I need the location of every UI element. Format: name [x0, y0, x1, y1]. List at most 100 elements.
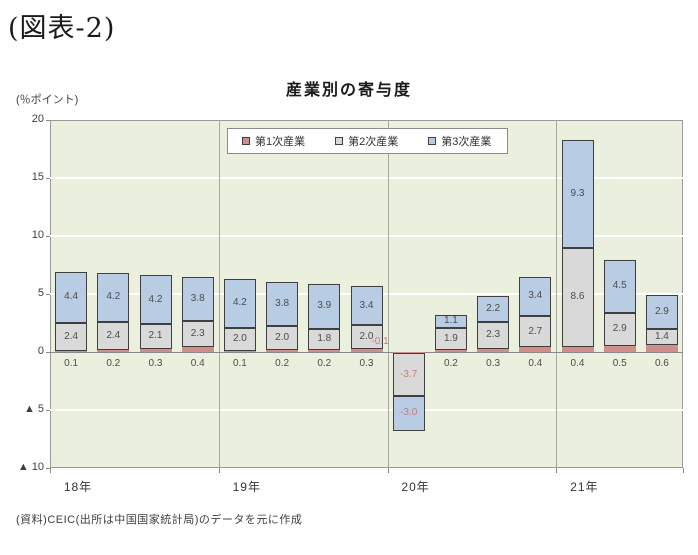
bar-segment-secondary [434, 327, 467, 350]
gridline [50, 177, 683, 179]
bar-segment-primary [223, 350, 256, 352]
bar-value-label: 2.7 [528, 325, 543, 337]
legend-swatch-icon [242, 137, 250, 145]
bar-value-label: 3.9 [317, 300, 332, 312]
legend-item-1: 第1次産業 [242, 133, 305, 149]
bar-segment-tertiary [308, 283, 341, 329]
bar-value-label: -3.7 [400, 368, 418, 380]
bar-segment-primary [645, 345, 678, 352]
bar-value-label: -3.0 [400, 407, 418, 419]
y-axis-tick [46, 294, 50, 295]
bar-value-label: 1.4 [654, 330, 669, 342]
x-axis-tick [388, 468, 389, 473]
bar-segment-primary [55, 350, 88, 352]
primary-value-label: 0.2 [275, 358, 290, 369]
figure-label: (図表-2) [8, 13, 116, 44]
bar-value-label: 2.1 [148, 330, 163, 342]
bar-value-label: 2.9 [612, 323, 627, 335]
legend-label: 第2次産業 [348, 136, 399, 148]
primary-value-label: 0.2 [317, 358, 332, 369]
x-axis-tick [50, 468, 51, 473]
primary-value-label: 0.3 [148, 358, 163, 369]
bar-segment-secondary [181, 320, 214, 348]
bar-segment-secondary [645, 328, 678, 346]
primary-value-label: 0.2 [443, 358, 458, 369]
bar-value-label: 4.4 [64, 291, 79, 303]
y-axis-tick [46, 236, 50, 237]
y-axis-tick [46, 468, 50, 469]
bar-segment-secondary [97, 321, 130, 350]
bar-segment-tertiary [223, 278, 256, 328]
primary-value-label: 0.4 [570, 358, 585, 369]
primary-value-label: 0.1 [64, 358, 79, 369]
x-axis-year-label: 20年 [401, 480, 430, 494]
y-axis-tick-label: 15 [31, 171, 44, 183]
bar-segment-tertiary [139, 275, 172, 325]
bar-segment-tertiary [603, 260, 636, 313]
bar-value-label: 4.2 [148, 293, 163, 305]
bar-segment-secondary [55, 323, 88, 351]
y-axis-tick [46, 178, 50, 179]
bar-segment-primary [139, 348, 172, 352]
primary-value-label: 0.4 [528, 358, 543, 369]
year-separator-line [556, 120, 557, 468]
legend-item-2: 第2次産業 [335, 133, 398, 149]
bar-value-label: 2.0 [232, 333, 247, 345]
bar-segment-tertiary [55, 271, 88, 323]
primary-value-label: -0.1 [371, 336, 389, 347]
bar-segment-secondary [223, 327, 256, 351]
chart-title: 産業別の寄与度 [285, 82, 412, 99]
bar-segment-secondary [350, 325, 383, 349]
bar-value-label: 8.6 [570, 291, 585, 303]
bar-segment-secondary [519, 316, 552, 348]
bar-value-label: 3.4 [528, 290, 543, 302]
x-axis-year-label: 21年 [570, 480, 599, 494]
gridline [50, 409, 683, 411]
bar-segment-secondary [139, 324, 172, 349]
bar-value-label: 2.2 [486, 303, 501, 315]
legend: 第1次産業 第2次産業 第3次産業 [227, 128, 508, 154]
bar-segment-secondary [392, 353, 425, 397]
primary-value-label: 0.1 [232, 358, 247, 369]
bar-value-label: 1.1 [443, 315, 458, 327]
year-separator-line [219, 120, 220, 468]
bar-segment-tertiary [392, 396, 425, 431]
bar-segment-secondary [603, 312, 636, 347]
legend-item-3: 第3次産業 [428, 133, 491, 149]
bar-segment-tertiary [519, 276, 552, 317]
bar-segment-tertiary [645, 295, 678, 329]
legend-label: 第1次産業 [255, 136, 306, 148]
primary-value-label: 0.4 [190, 358, 205, 369]
primary-value-label: 0.6 [654, 358, 669, 369]
y-axis-tick-label: 20 [31, 113, 44, 125]
bar-segment-secondary [477, 321, 510, 349]
bar-value-label: 2.0 [275, 332, 290, 344]
bar-segment-secondary [308, 328, 341, 350]
bar-segment-tertiary [350, 285, 383, 326]
bar-segment-primary [519, 347, 552, 352]
bar-value-label: 2.3 [190, 328, 205, 340]
bar-segment-primary [181, 347, 214, 352]
legend-swatch-icon [428, 137, 437, 145]
y-axis-tick-label: 5 [37, 287, 44, 299]
legend-label: 第3次産業 [441, 136, 492, 148]
bar-value-label: 4.2 [232, 297, 247, 309]
bar-segment-primary [434, 349, 467, 352]
bar-value-label: 3.8 [275, 298, 290, 310]
legend-swatch-icon [335, 137, 344, 145]
bar-value-label: 2.3 [486, 329, 501, 341]
bar-value-label: 2.4 [64, 330, 79, 342]
bar-value-label: 9.3 [570, 187, 585, 199]
bar-segment-secondary [561, 247, 594, 348]
y-axis-tick [46, 352, 50, 353]
y-axis-tick [46, 120, 50, 121]
x-axis-year-label: 19年 [232, 480, 261, 494]
primary-value-label: 0.3 [486, 358, 501, 369]
bar-segment-primary [350, 348, 383, 352]
bar-segment-primary [392, 352, 425, 354]
bar-segment-tertiary [97, 273, 130, 322]
bar-segment-primary [561, 347, 594, 352]
bar-value-label: 1.9 [443, 332, 458, 344]
bar-value-label: 2.4 [106, 329, 121, 341]
y-axis-tick-label: ▲ 10 [17, 461, 44, 473]
